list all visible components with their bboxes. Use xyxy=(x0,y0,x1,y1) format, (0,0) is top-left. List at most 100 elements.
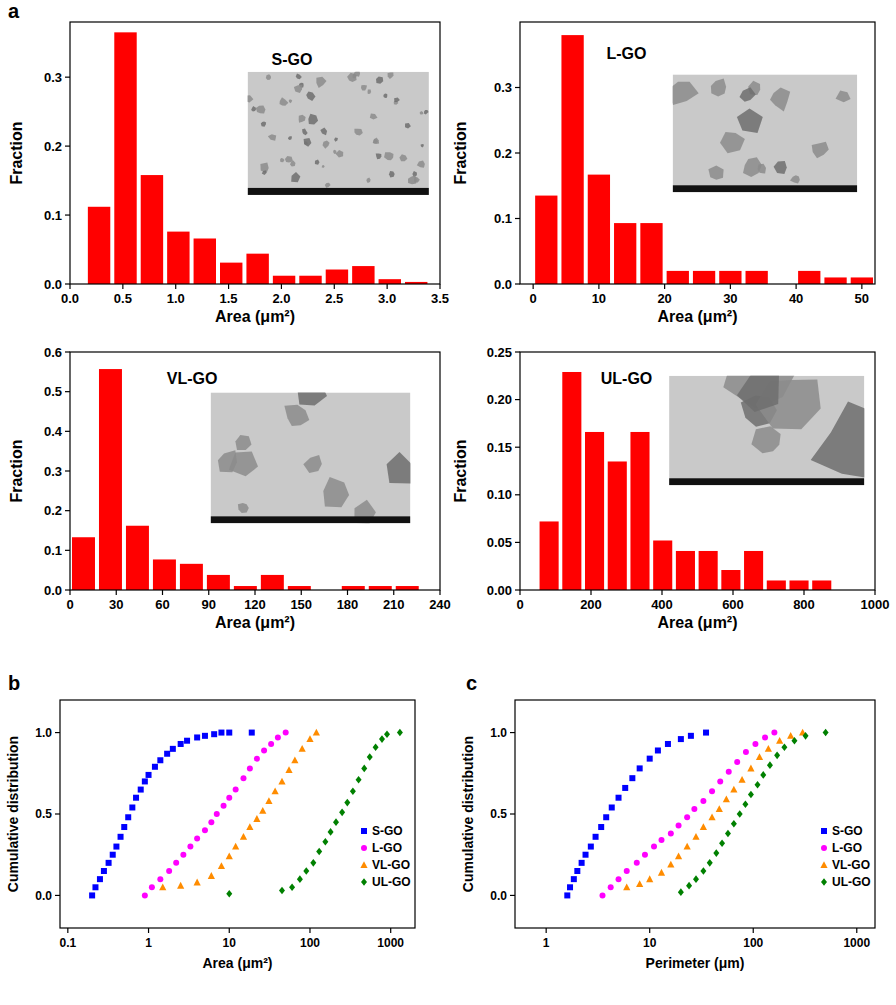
point xyxy=(616,795,622,801)
x-axis-title: Area (μm²) xyxy=(215,614,295,631)
x-tick xyxy=(148,928,149,933)
point xyxy=(636,880,643,887)
point xyxy=(730,786,737,793)
panel-title: UL-GO xyxy=(601,370,653,387)
x-tick xyxy=(254,590,255,595)
point xyxy=(684,814,690,820)
point xyxy=(146,772,152,778)
y-tick-label: 0.2 xyxy=(44,139,62,154)
inset-flake xyxy=(399,154,407,161)
inset-info-strip xyxy=(248,188,429,195)
y-tick xyxy=(515,87,520,88)
point xyxy=(379,735,385,743)
x-tick-label: 600 xyxy=(722,597,744,612)
bar xyxy=(693,271,715,284)
inset-flake xyxy=(836,91,851,103)
y-axis-title: Cumulative distribution xyxy=(460,736,476,892)
point xyxy=(725,830,731,838)
x-tick-label: 2.0 xyxy=(272,291,290,306)
inset-flake xyxy=(306,92,315,102)
x-tick-label: 2.5 xyxy=(325,291,343,306)
point xyxy=(667,861,674,868)
inset-info-strip xyxy=(669,478,864,485)
legend-label: L-GO xyxy=(372,841,402,855)
point xyxy=(306,735,313,742)
bar xyxy=(721,570,740,590)
point xyxy=(297,875,303,883)
point xyxy=(658,837,664,843)
point xyxy=(676,822,682,828)
point xyxy=(384,730,390,738)
point xyxy=(684,843,691,850)
y-tick xyxy=(510,813,515,814)
x-tick-label: 120 xyxy=(244,597,266,612)
point xyxy=(157,757,163,763)
y-tick xyxy=(515,218,520,219)
point xyxy=(762,734,768,740)
y-tick-label: 0.05 xyxy=(487,535,512,550)
point xyxy=(316,848,322,856)
point xyxy=(170,746,176,752)
inset-flake xyxy=(389,171,395,177)
inset-flake xyxy=(408,175,417,184)
axes: 0.00.51.01.52.02.53.03.50.00.10.20.3Area… xyxy=(8,22,449,325)
point xyxy=(574,868,580,874)
point xyxy=(823,729,829,737)
point xyxy=(709,788,715,794)
x-tick-label: 30 xyxy=(109,597,123,612)
legend: S-GOL-GOVL-GOUL-GO xyxy=(820,824,870,889)
bar xyxy=(326,270,348,284)
inset-flake xyxy=(251,106,256,111)
y-tick-label: 0.2 xyxy=(494,146,512,161)
inset-flake xyxy=(262,170,266,175)
legend-label: S-GO xyxy=(372,824,403,838)
inset-flake xyxy=(290,161,296,167)
y-tick xyxy=(65,146,70,147)
x-tick-label: 240 xyxy=(429,597,451,612)
inset-image xyxy=(669,376,864,485)
point xyxy=(118,834,124,840)
panel-letter: c xyxy=(466,672,477,694)
bar xyxy=(719,271,741,284)
bar xyxy=(798,271,820,284)
bar xyxy=(562,372,581,590)
point xyxy=(731,820,737,828)
point xyxy=(776,737,783,744)
y-tick-label: 0.5 xyxy=(35,807,52,821)
y-tick-label: 0.0 xyxy=(494,277,512,292)
inset-flake xyxy=(368,90,372,94)
bar xyxy=(812,580,831,590)
y-tick xyxy=(515,589,520,590)
y-tick-label: 0.3 xyxy=(44,464,62,479)
point xyxy=(588,844,594,850)
bar xyxy=(99,369,122,590)
point xyxy=(246,823,253,830)
point xyxy=(609,804,615,810)
legend: S-GOL-GOVL-GOUL-GO xyxy=(360,824,410,889)
point xyxy=(322,838,328,846)
x-tick xyxy=(661,590,662,595)
inset-flake xyxy=(248,95,254,102)
bar xyxy=(608,461,627,590)
inset-flake xyxy=(289,100,293,104)
bar xyxy=(379,279,401,284)
point xyxy=(356,776,362,784)
point xyxy=(700,798,706,804)
point xyxy=(646,875,653,882)
point xyxy=(755,781,761,789)
panel-letter: a xyxy=(8,0,20,22)
x-tick-label: 1000 xyxy=(377,936,404,950)
inset-flake xyxy=(334,137,338,141)
points xyxy=(564,729,828,899)
point xyxy=(208,872,215,879)
point xyxy=(624,868,630,874)
y-tick-label: 0.2 xyxy=(44,503,62,518)
y-tick-label: 0.0 xyxy=(44,277,62,292)
x-tick xyxy=(730,284,731,289)
bar xyxy=(261,575,284,590)
x-tick xyxy=(732,590,733,595)
point xyxy=(142,892,148,898)
point xyxy=(787,732,794,739)
point xyxy=(164,751,170,757)
x-tick-label: 60 xyxy=(155,597,169,612)
